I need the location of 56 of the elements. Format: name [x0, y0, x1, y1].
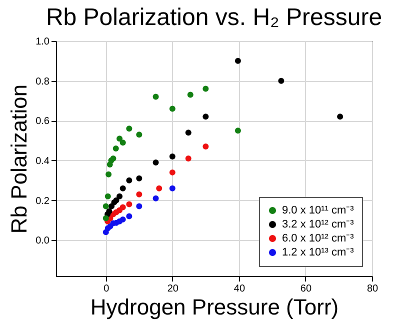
y-tick-label: 0.6	[36, 116, 50, 128]
y-tick-label: 1.0	[36, 36, 50, 48]
point	[120, 204, 126, 210]
point	[102, 215, 109, 222]
point	[136, 191, 142, 198]
point	[120, 185, 126, 192]
point	[185, 156, 192, 162]
x-tick-label: 60	[300, 284, 312, 294]
legend-label: 9.0 x 10¹¹ cm⁻³	[282, 204, 354, 216]
point	[120, 140, 126, 146]
x-tick-label: 20	[167, 284, 179, 294]
point	[202, 144, 209, 150]
y-tick-label: 0.8	[36, 76, 50, 88]
point	[126, 126, 132, 132]
point	[152, 159, 159, 166]
point	[169, 185, 176, 192]
point	[104, 193, 111, 200]
point	[156, 185, 162, 192]
point	[187, 92, 194, 98]
point	[126, 201, 132, 208]
x-tick-label: 80	[366, 284, 378, 294]
point	[202, 86, 209, 92]
point	[337, 114, 344, 120]
point	[116, 193, 123, 200]
point	[136, 132, 142, 138]
point	[169, 106, 176, 112]
point	[152, 94, 159, 100]
x-tick-label: 0	[104, 284, 110, 294]
y-tick-label: 0.0	[36, 236, 50, 247]
point	[136, 175, 142, 182]
x-tick-label: 40	[234, 284, 246, 294]
point	[185, 130, 192, 136]
legend-label: 1.2 x 10¹³ cm⁻³	[282, 246, 354, 258]
x-axis-title: Hydrogen Pressure (Torr)	[90, 294, 339, 320]
chart-title: Rb Polarization vs. H₂ Pressure	[46, 4, 382, 31]
point	[202, 114, 209, 120]
y-tick-label: 0.4	[36, 156, 50, 167]
point	[116, 136, 123, 142]
point	[234, 58, 241, 64]
point	[278, 78, 284, 84]
point	[106, 171, 112, 178]
y-tick-label: 0.2	[36, 196, 50, 207]
point	[136, 203, 142, 210]
point	[126, 177, 132, 184]
legend-label: 6.0 x 10¹² cm⁻³	[282, 232, 354, 244]
y-axis-title: Rb Polarization	[6, 84, 32, 234]
point	[112, 146, 119, 152]
point	[152, 195, 159, 202]
point	[102, 203, 109, 210]
point	[106, 208, 112, 214]
point	[169, 169, 176, 176]
point	[120, 216, 126, 222]
legend-label: 3.2 x 10¹² cm⁻³	[282, 218, 354, 230]
point	[234, 128, 241, 134]
point	[169, 154, 176, 160]
point	[126, 213, 132, 220]
